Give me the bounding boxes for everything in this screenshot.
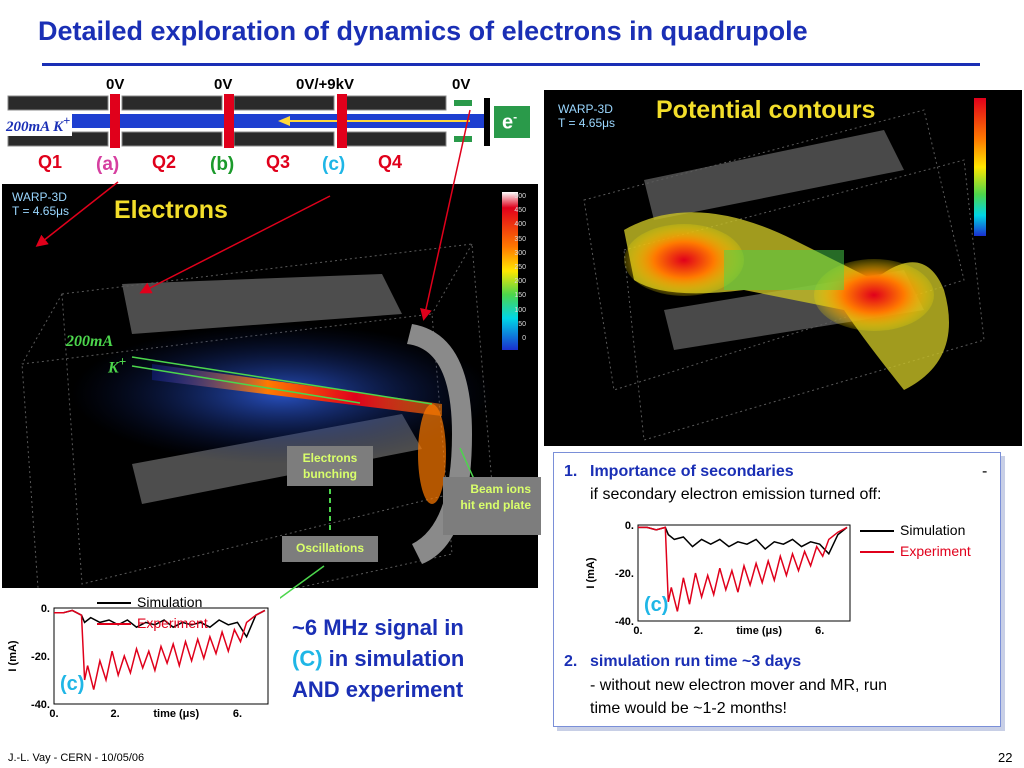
colorbar-tick-label: 300 [514,249,526,257]
y-tick-label: -40. [615,616,634,628]
potential-render-panel: WARP-3D T = 4.65μs Potential contours [544,90,1022,446]
electron-source-label: e- [502,110,518,134]
item1-number: 1. [564,463,578,480]
item1-body: if secondary electron emission turned of… [590,486,882,503]
title-underline [42,63,980,66]
voltage-label-3: 0V/+9kV [296,76,354,93]
electrons-render-panel: WARP-3D T = 4.65μs Electrons 200mA K+ 50… [2,184,538,588]
colorbar-tick-label: 500 [514,193,526,200]
y-tick-label: -20. [31,651,50,663]
voltage-label-4: 0V [452,76,471,93]
electrons-panel-title: Electrons [114,196,228,224]
series-line-experiment [54,609,266,690]
signal-line-2: (C) in simulation [292,646,465,671]
panel-tag: (c) [60,673,84,695]
beamline-schematic: 0V 0V 0V/+9kV 0V 200mA K+ e- Q1 (a) Q2 (… [0,70,540,180]
electrons-code-label: WARP-3D [12,190,67,204]
colorbar-tick-label: 100 [514,306,526,314]
item2-body-line1: - without new electron mover and MR, run [590,677,888,694]
y-tick-label: -40. [31,699,50,711]
item1-heading: Importance of secondaries [590,463,794,480]
legend-label: Simulation [900,522,965,538]
colorbar-tick-label: 0 [522,335,526,343]
x-tick-label: 0. [49,708,58,720]
beam-ions-callout: Beam ions hit end plate [443,477,541,535]
colorbar-tick-label: 150 [514,292,526,300]
colorbar-tick-label: 50 [518,320,526,328]
x-axis-label: time (μs) [736,625,782,637]
gap-label-b: (b) [210,154,235,175]
gap-label-a: (a) [96,154,120,175]
colorbar-tick-label: 200 [514,278,526,286]
potential-panel-title: Potential contours [656,96,876,124]
electrons-render-image [21,192,518,588]
quad-label-q2: Q2 [152,152,177,172]
footer-author: J.-L. Vay - CERN - 10/05/06 [8,752,145,764]
x-tick-label: 0. [633,625,642,637]
page-number: 22 [998,750,1013,765]
signal-chart-right-svg: 0.-20.-40.0. 2. 6.time (μs)I (mA)(c)Simula… [585,520,971,637]
panel-tag: (c) [644,594,668,616]
voltage-label-2: 0V [214,76,233,93]
y-tick-label: -20. [615,568,634,580]
oscillations-callout: Oscillations [282,536,378,562]
bunching-callout: Electrons bunching [287,446,373,486]
x-tick-label: 6. [815,625,824,637]
colorbar-tick-label: 350 [514,235,526,243]
beam-current-label: 200mA K+ [4,114,73,136]
gap-label-c: (c) [322,154,346,175]
voltage-label-1: 0V [106,76,125,93]
series-line-simulation [54,609,266,639]
item2-heading: simulation run time ~3 days [590,653,802,670]
potential-time-label: T = 4.65μs [558,116,616,130]
signal-chart-left: 0. -20. -40. 0. 2. 6. time (μs) I (mA) (c) Simula… [2,592,280,728]
x-tick-label: 2. [694,625,703,637]
beamline-drawing [7,94,530,148]
potential-render-image [583,98,986,441]
plot-frame [53,607,269,705]
legend-label: Experiment [137,615,208,631]
quad-label-q1: Q1 [38,152,63,172]
signal-chart-right: 0. -20. -40. 0. 2. 6. time (μs) I (mA) (c) Simula… [578,511,998,641]
colorbar-tick-label: 400 [514,221,526,229]
y-axis-label: I (mA) [7,640,19,672]
x-tick-label: 6. [233,708,242,720]
electrons-beam-label: 200mA K+ [66,333,127,377]
electrons-colorbar-ticks: 500 450 400 350 300 250 200 150 100 50 0 [510,190,526,346]
item2-number: 2. [564,653,578,670]
series-line-experiment [638,526,848,612]
quad-label-q4: Q4 [378,152,403,172]
colorbar-tick-label: 450 [514,207,526,215]
x-tick-label: 2. [111,708,120,720]
quad-label-q3: Q3 [266,152,291,172]
item2-body-line2: time would be ~1-2 months! [590,700,787,717]
legend-label: Experiment [900,543,971,559]
potential-code-label: WARP-3D [558,102,613,116]
electrons-time-label: T = 4.65μs [12,204,70,218]
signal-chart-left-svg: 0.-20.-40.0. 2. 6.time (μs)I (mA)(c)Simula… [7,594,269,720]
y-tick-label: 0. [41,603,50,615]
item1-dash: - [982,463,988,480]
notes-box: 1. Importance of secondaries - if second… [553,452,1001,727]
signal-statement: ~6 MHz signal in (C) in simulation AND e… [292,612,464,705]
series-line-simulation [638,526,848,556]
signal-line-1: ~6 MHz signal in [292,615,464,640]
x-axis-label: time (μs) [153,708,199,720]
colorbar-tick-label: 250 [514,264,526,272]
signal-line-3: AND experiment [292,677,464,702]
y-tick-label: 0. [625,520,634,532]
legend-label: Simulation [137,594,202,610]
plot-frame [637,524,851,622]
y-axis-label: I (mA) [585,557,597,589]
slide-title: Detailed exploration of dynamics of elec… [38,16,808,46]
